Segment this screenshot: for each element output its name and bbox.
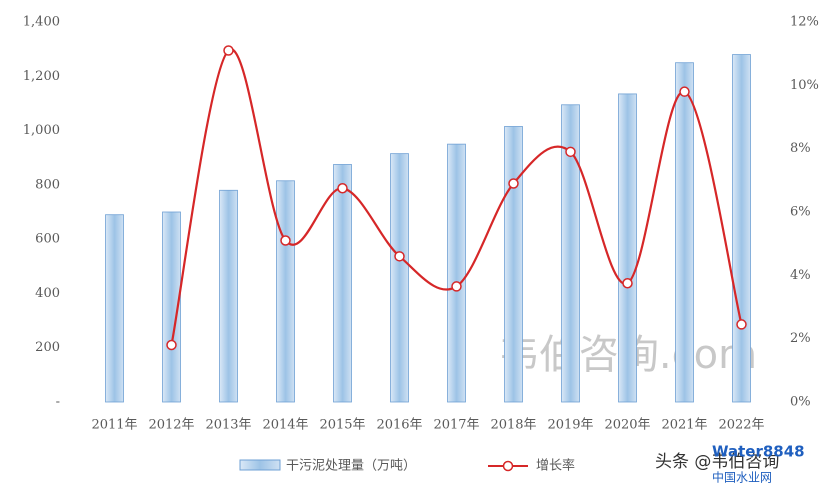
bar	[390, 153, 409, 403]
bar	[504, 126, 523, 403]
bar	[333, 164, 352, 403]
y-tick-label: 200	[35, 340, 60, 355]
bar	[618, 93, 637, 403]
legend-swatch	[239, 459, 281, 471]
x-tick-label: 2017年	[433, 418, 479, 433]
x-tick-label: 2014年	[262, 418, 308, 433]
y2-tick-label: 6%	[790, 205, 811, 220]
point	[223, 45, 234, 56]
y2-tick-label: 4%	[790, 268, 811, 283]
bar	[162, 211, 181, 403]
y2-tick-label: 10%	[790, 78, 819, 93]
x-tick-label: 2022年	[718, 418, 764, 433]
logo-sub: 中国水业网	[712, 470, 772, 485]
y-tick-label: 1,000	[23, 123, 60, 138]
y-tick-label: -	[56, 395, 60, 410]
y-tick-label: 600	[35, 232, 60, 247]
y-tick-label: 400	[35, 286, 60, 301]
legend-swatch	[502, 460, 514, 472]
logo: Water8848	[712, 443, 805, 461]
x-tick-label: 2016年	[376, 418, 422, 433]
bar	[447, 143, 466, 403]
x-tick-label: 2012年	[148, 418, 194, 433]
legend-label: 干污泥处理量（万吨）	[286, 459, 416, 474]
bar	[732, 54, 751, 403]
point	[508, 178, 519, 189]
y2-tick-label: 2%	[790, 331, 811, 346]
bar	[105, 214, 124, 403]
y-tick-label: 800	[35, 177, 60, 192]
point	[622, 278, 633, 289]
y2-tick-label: 0%	[790, 395, 811, 410]
point	[736, 319, 747, 330]
x-tick-label: 2020年	[604, 418, 650, 433]
x-tick-label: 2018年	[490, 418, 536, 433]
bar	[219, 189, 238, 403]
point	[451, 281, 462, 292]
point	[280, 235, 291, 246]
point	[679, 86, 690, 97]
y-tick-label: 1,400	[23, 15, 60, 30]
point	[565, 146, 576, 158]
x-tick-label: 2021年	[661, 418, 707, 433]
x-tick-label: 2019年	[547, 418, 593, 433]
y-tick-label: 1,200	[23, 69, 60, 84]
point	[166, 339, 177, 351]
x-tick-label: 2011年	[91, 418, 137, 433]
bar	[276, 180, 295, 403]
y2-tick-label: 8%	[790, 141, 811, 156]
x-tick-label: 2013年	[205, 418, 251, 433]
source-watermark: 头条 @韦伯咨询	[655, 452, 779, 472]
legend-label: 增长率	[536, 458, 575, 474]
x-tick-label: 2015年	[319, 418, 365, 433]
point	[394, 251, 405, 262]
y2-tick-label: 12%	[790, 15, 819, 30]
bar	[675, 62, 694, 403]
bar	[561, 104, 580, 403]
point	[337, 183, 348, 194]
